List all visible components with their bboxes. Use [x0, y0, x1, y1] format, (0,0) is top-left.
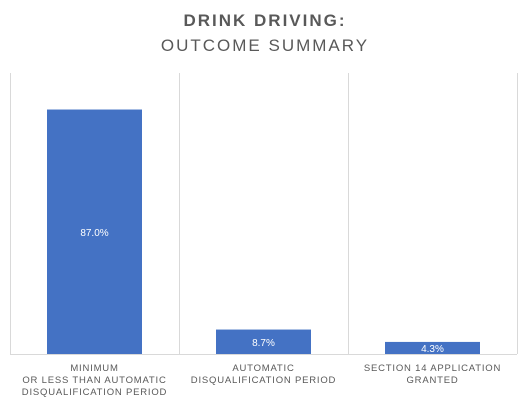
- plot-area: 87.0% MINIMUM OR LESS THAN AUTOMATIC DISQUA…: [10, 73, 518, 398]
- bar: [216, 329, 311, 354]
- data-label: 8.7%: [252, 338, 275, 349]
- bar: [47, 109, 142, 354]
- x-tick-label: MINIMUM OR LESS THAN AUTOMATIC DISQUALIFIC…: [22, 363, 167, 398]
- bar: [385, 341, 480, 354]
- data-label: 4.3%: [421, 344, 444, 355]
- data-label: 87.0%: [80, 228, 108, 239]
- chart-subtitle: OUTCOME SUMMARY: [161, 36, 369, 55]
- chart-title: DRINK DRIVING:: [183, 11, 346, 30]
- x-tick-label: SECTION 14 APPLICATION GRANTED: [364, 363, 501, 386]
- x-tick-label: AUTOMATIC DISQUALIFICATION PERIOD: [191, 363, 336, 386]
